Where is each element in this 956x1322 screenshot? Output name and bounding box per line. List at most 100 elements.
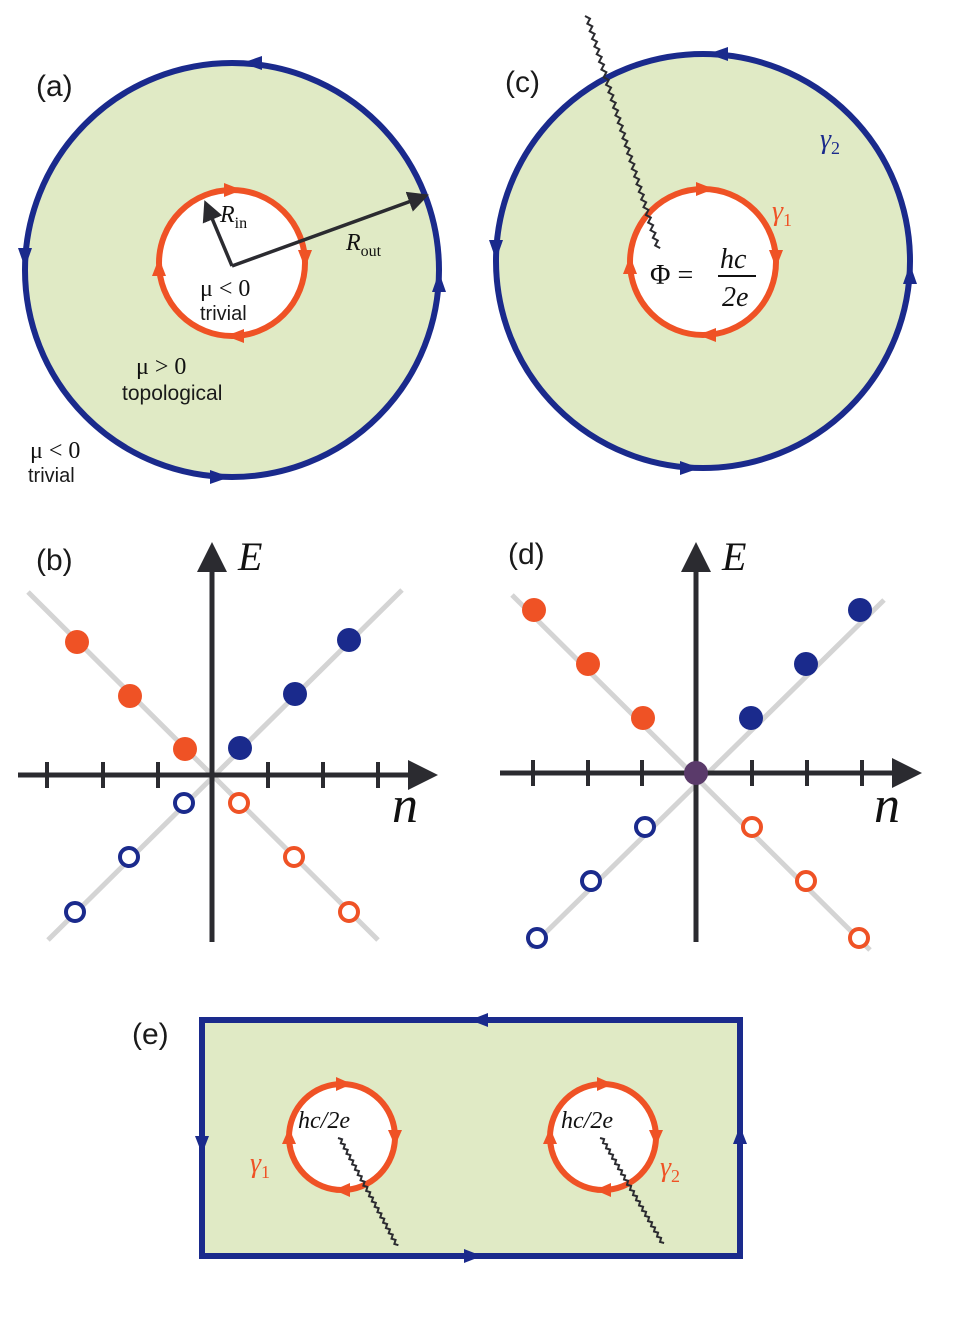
r-in-label: Rin: [219, 202, 247, 232]
state-point: [631, 706, 655, 730]
right-hole-arrow-bottom: [595, 1183, 611, 1197]
r-in-arrow: [202, 200, 234, 267]
gamma1-label: γ1: [250, 1148, 270, 1182]
state-point: [522, 598, 546, 622]
outer-edge-arrow-right: [432, 272, 446, 292]
inner-edge-arrow-top: [696, 182, 714, 196]
e-axis-label: E: [721, 534, 746, 579]
inner-edge-arrow-left: [152, 258, 166, 276]
hollow-red-states: [228, 792, 360, 923]
state-point: [526, 927, 548, 949]
inner-edge-arrow-bottom: [226, 329, 244, 343]
filled-blue-states: [228, 628, 361, 760]
inner-mu-label: μ < 0: [200, 276, 250, 302]
inner-edge-arrow-right: [298, 250, 312, 268]
left-flux-string-wavy: [337, 1137, 399, 1247]
state-point: [580, 870, 602, 892]
outer-edge-arrow-top: [708, 47, 728, 61]
state-point: [118, 846, 140, 868]
state-point: [65, 630, 89, 654]
hollow-blue-states: [64, 792, 195, 923]
panel-d: (d) E n: [500, 534, 922, 952]
right-hole-arrow-right: [649, 1130, 663, 1146]
edge-arrow-right: [733, 1126, 747, 1144]
r-out-label: Rout: [345, 230, 382, 260]
filled-red-states: [522, 598, 655, 730]
e-axis-label: E: [237, 534, 262, 579]
panel-label-c: (c): [505, 66, 540, 99]
outer-edge-arrow-top: [242, 56, 262, 70]
flux-fraction-numerator: hc: [720, 244, 747, 275]
left-hole-arrow-left: [282, 1128, 296, 1144]
right-flux-string-wavy: [599, 1137, 665, 1244]
panel-a: (a) Rin Rout μ < 0 trivial μ > 0 topolog…: [18, 56, 446, 487]
gamma1-label: γ1: [772, 196, 792, 230]
hollow-red-states: [741, 816, 870, 949]
state-point: [118, 684, 142, 708]
branch-line-negative-slope: [26, 590, 380, 942]
outer-edge-arrow-right: [903, 264, 917, 284]
n-axis-ticks: [531, 760, 864, 786]
panel-b: (b) E n: [18, 534, 438, 942]
mid-mu-label: μ > 0: [136, 354, 186, 380]
state-point: [739, 706, 763, 730]
gamma2-label: γ2: [660, 1152, 680, 1186]
right-hole: [547, 1081, 659, 1193]
topological-label: topological: [122, 382, 222, 405]
edge-arrow-left: [195, 1136, 209, 1154]
outer-trivial-label: trivial: [28, 465, 75, 487]
left-hole: [286, 1081, 398, 1193]
outer-edge-arrow-left: [489, 240, 503, 260]
n-axis-ticks: [45, 762, 380, 788]
flux-string-wavy: [584, 15, 661, 250]
right-hole-arrow-top: [597, 1077, 613, 1091]
inner-edge-arrow-top: [224, 183, 242, 197]
filled-blue-states: [739, 598, 872, 730]
state-point: [634, 816, 656, 838]
left-hole-arrow-bottom: [334, 1183, 350, 1197]
flux-fraction-denominator: 2e: [722, 282, 748, 313]
zero-mode-point: [684, 761, 708, 785]
state-point: [794, 652, 818, 676]
right-hole-arrow-left: [543, 1128, 557, 1144]
inner-edge-arrow-right: [769, 250, 783, 268]
gamma2-label: γ2: [820, 124, 840, 158]
n-axis-label: n: [874, 777, 900, 834]
state-point: [576, 652, 600, 676]
n-axis-label: n: [392, 777, 418, 834]
state-point: [228, 736, 252, 760]
edge-arrow-bottom: [464, 1249, 482, 1263]
state-point: [173, 792, 195, 814]
inner-edge-arrow-left: [623, 256, 637, 274]
phi-label: Φ =: [650, 260, 693, 291]
edge-arrow-top: [470, 1013, 488, 1027]
panel-e: (e) hc/2e hc/2e γ1 γ2: [132, 1013, 747, 1263]
state-point: [337, 628, 361, 652]
left-hole-arrow-right: [388, 1130, 402, 1146]
outer-edge-arrow-bottom: [680, 461, 700, 475]
state-point: [338, 901, 360, 923]
inner-edge-arrow-bottom: [698, 328, 716, 342]
state-point: [795, 870, 817, 892]
right-flux-label: hc/2e: [561, 1108, 613, 1134]
outer-edge-arrow-left: [18, 248, 32, 268]
outer-edge-arrow-bottom: [210, 470, 230, 484]
r-out-arrow: [231, 191, 429, 268]
state-point: [283, 846, 305, 868]
state-point: [64, 901, 86, 923]
state-point: [228, 792, 250, 814]
panel-label-a: (a): [36, 70, 73, 103]
state-point: [173, 737, 197, 761]
state-point: [848, 598, 872, 622]
state-point: [283, 682, 307, 706]
inner-trivial-label: trivial: [200, 303, 247, 325]
left-flux-label: hc/2e: [298, 1108, 350, 1134]
state-point: [848, 927, 870, 949]
state-point: [741, 816, 763, 838]
hollow-blue-states: [526, 816, 656, 949]
panel-label-e: (e): [132, 1018, 169, 1051]
panel-c: (c) γ2 γ1 Φ = hc 2e: [489, 15, 917, 475]
panel-label-b: (b): [36, 544, 73, 577]
left-hole-arrow-top: [336, 1077, 352, 1091]
